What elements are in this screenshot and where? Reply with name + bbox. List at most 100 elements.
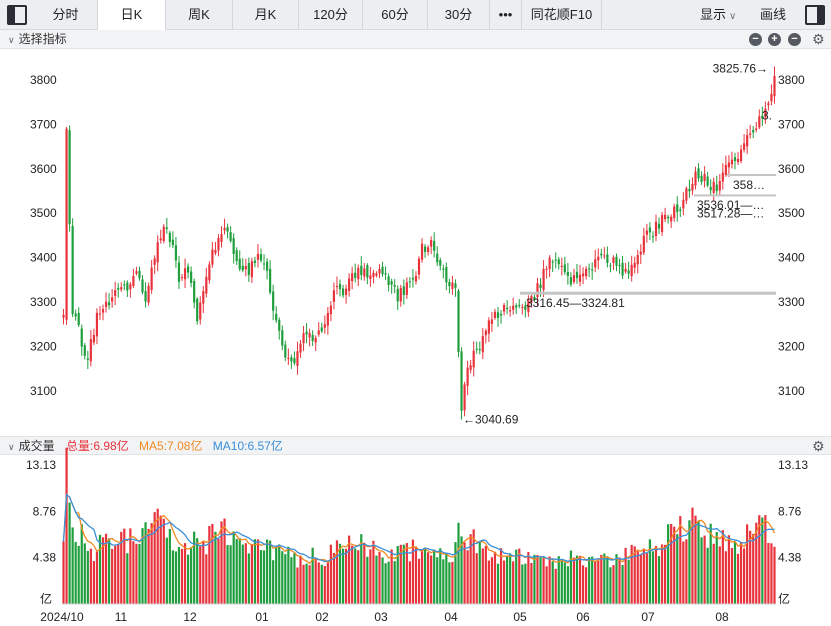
- tab-1[interactable]: 日K: [98, 0, 166, 30]
- volume-indicator-selector[interactable]: ∨ 成交量: [8, 437, 55, 457]
- candle-body: [770, 93, 773, 102]
- volume-bar: [302, 564, 305, 604]
- volume-bar: [709, 523, 712, 604]
- candle-body: [399, 287, 402, 302]
- volume-bar: [180, 548, 184, 604]
- candle-body: [427, 247, 430, 252]
- volume-bar: [323, 566, 326, 604]
- candle-body: [168, 232, 171, 243]
- candle-body: [575, 271, 579, 279]
- candle-body: [390, 281, 393, 285]
- tab-6[interactable]: 30分: [428, 0, 490, 30]
- volume-bar: [208, 525, 211, 604]
- volume-bar: [466, 550, 469, 604]
- volume-bar: [186, 554, 190, 604]
- candle-body: [317, 330, 320, 335]
- candle-body: [727, 162, 731, 168]
- volume-bar: [600, 554, 603, 604]
- volume-bar: [746, 524, 749, 604]
- left-panel-toggle-icon[interactable]: [7, 5, 27, 25]
- candle-body: [490, 319, 494, 324]
- tab-0[interactable]: 分时: [34, 0, 98, 30]
- candle-body: [667, 216, 670, 219]
- volume-bar: [606, 556, 609, 604]
- volume-tick-left-1: 8.76: [33, 504, 57, 518]
- collapse-button[interactable]: −: [788, 33, 801, 46]
- volume-bar: [171, 550, 174, 604]
- x-tick-10: 08: [715, 610, 729, 624]
- volume-bar: [506, 555, 509, 604]
- candle-body: [594, 259, 597, 268]
- candle-body: [420, 243, 424, 260]
- volume-bar: [563, 562, 566, 604]
- candle-body: [654, 221, 658, 237]
- volume-bar: [275, 546, 278, 604]
- volume-bar: [153, 512, 156, 604]
- volume-bar: [752, 533, 755, 604]
- price-tick-left-7: 3800: [30, 73, 57, 87]
- candle-body: [278, 319, 281, 331]
- volume-bar: [375, 555, 378, 604]
- candle-body: [496, 312, 500, 318]
- gear-icon[interactable]: ⚙: [812, 438, 825, 454]
- candle-body: [673, 206, 676, 219]
- volume-bar: [691, 507, 694, 604]
- zoom-out-button[interactable]: −: [749, 33, 762, 46]
- volume-bar: [575, 555, 579, 604]
- volume-bar: [62, 541, 65, 604]
- volume-bar: [259, 550, 263, 604]
- candle-body: [180, 277, 184, 279]
- volume-bar: [223, 518, 226, 604]
- candle-body: [159, 238, 162, 241]
- volume-bar: [706, 547, 709, 604]
- candle-body: [657, 223, 661, 229]
- volume-bar: [509, 553, 512, 604]
- annotation-high: 3825.76→: [713, 61, 768, 75]
- volume-bar: [95, 551, 99, 604]
- candle-body: [174, 245, 178, 261]
- candle-body: [736, 158, 740, 163]
- candle-body: [606, 254, 609, 263]
- volume-bar: [335, 540, 339, 604]
- volume-bar: [591, 556, 594, 604]
- volume-bar: [475, 553, 478, 604]
- candle-body: [190, 271, 193, 283]
- candle-body: [272, 291, 275, 311]
- gear-icon[interactable]: ⚙: [812, 31, 825, 47]
- volume-bar: [320, 564, 323, 604]
- x-tick-3: 01: [255, 610, 269, 624]
- volume-bar: [648, 539, 652, 604]
- candle-body: [171, 239, 174, 246]
- volume-bar: [524, 563, 527, 604]
- volume-bar: [749, 530, 752, 604]
- volume-bar: [250, 544, 253, 604]
- display-dropdown[interactable]: 显示 ∨: [700, 0, 752, 30]
- tab-3[interactable]: 月K: [233, 0, 299, 30]
- candle-body: [542, 269, 545, 290]
- chevron-down-icon: ∨: [729, 11, 737, 22]
- price-tick-right-4: 3500: [778, 206, 805, 220]
- candle-body: [621, 262, 624, 276]
- candle-body: [311, 334, 314, 341]
- zoom-in-button[interactable]: +: [768, 33, 781, 46]
- draw-line-button[interactable]: 画线: [760, 7, 787, 22]
- tab-4[interactable]: 120分: [299, 0, 363, 30]
- candle-body: [615, 256, 618, 266]
- volume-unit-right: 亿: [778, 591, 790, 606]
- candle-body: [138, 270, 141, 279]
- candle-body: [521, 306, 524, 308]
- tab-5[interactable]: 60分: [363, 0, 428, 30]
- tab-2[interactable]: 周K: [166, 0, 233, 30]
- volume-bar: [685, 539, 688, 604]
- right-panel-toggle-icon[interactable]: [805, 5, 825, 25]
- candle-body: [284, 344, 287, 358]
- price-tick-right-0: 3100: [778, 384, 805, 398]
- indicator-selector[interactable]: ∨ 选择指标: [8, 30, 67, 50]
- volume-bar: [770, 543, 773, 604]
- volume-bar: [566, 566, 569, 604]
- tab-8[interactable]: 同花顺F10: [522, 0, 602, 30]
- tab-7[interactable]: •••: [490, 0, 522, 30]
- volume-bar: [603, 553, 606, 604]
- volume-bar: [117, 543, 120, 604]
